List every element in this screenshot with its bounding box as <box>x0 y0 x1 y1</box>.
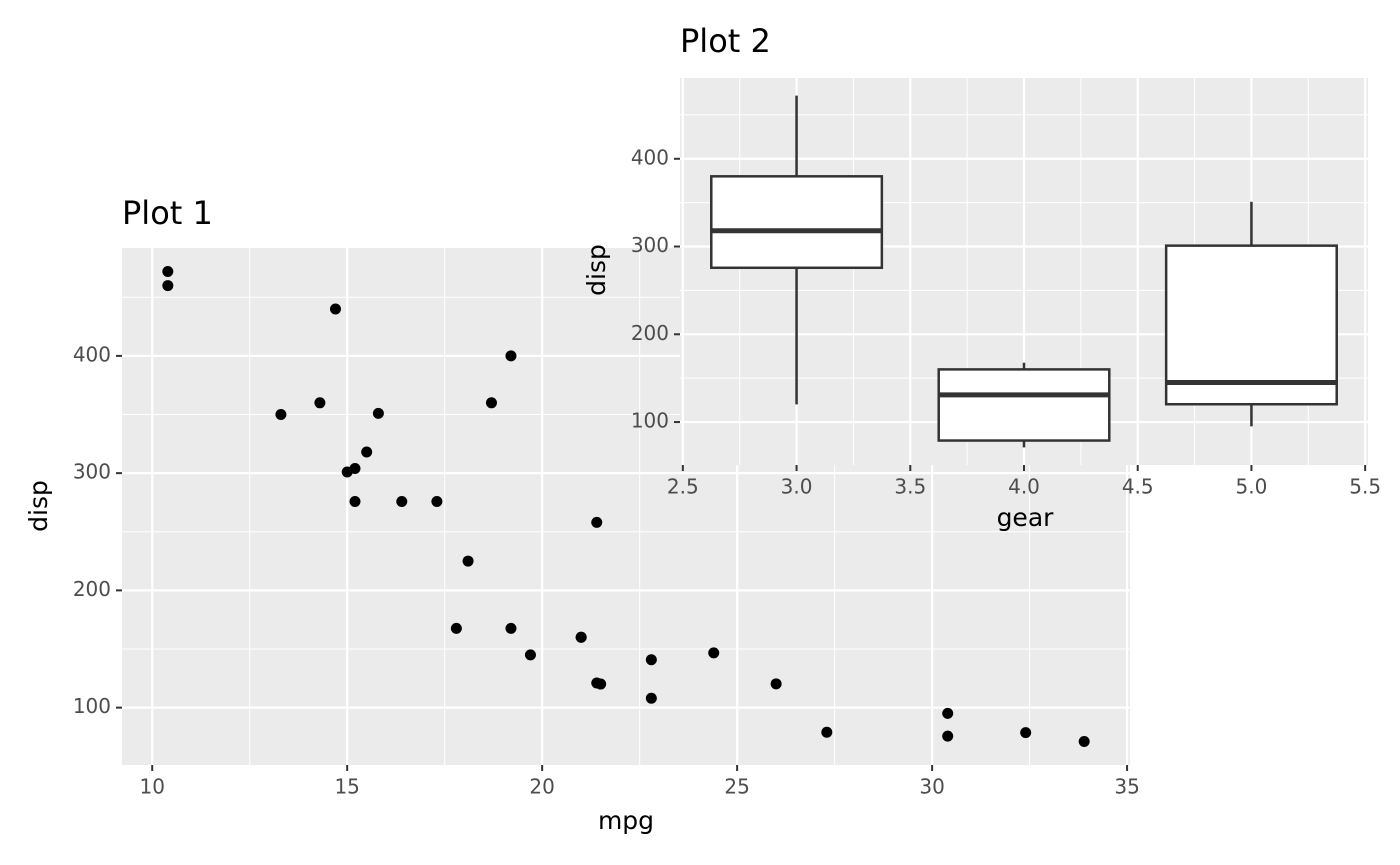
x-tick-label: 2.5 <box>667 475 699 499</box>
x-tick-label: 5.5 <box>1349 475 1381 499</box>
point <box>524 649 536 661</box>
x-tick-label: 15 <box>334 775 359 799</box>
point <box>770 678 782 690</box>
x-tick-label: 3.5 <box>894 475 926 499</box>
point <box>329 303 341 315</box>
x-tick-label: 25 <box>724 775 749 799</box>
point <box>505 350 517 362</box>
point <box>361 446 373 458</box>
y-tick-label: 200 <box>631 321 669 345</box>
y-tick-label: 400 <box>73 342 111 366</box>
box <box>710 175 884 270</box>
chart-title: Plot 2 <box>680 22 771 60</box>
y-tick-label: 100 <box>73 694 111 718</box>
y-axis-title: disp <box>582 244 611 296</box>
x-axis-title: mpg <box>598 806 654 835</box>
point <box>162 280 174 292</box>
point <box>505 622 517 634</box>
box <box>937 368 1111 442</box>
y-tick-label: 100 <box>631 409 669 433</box>
y-tick-label: 300 <box>631 233 669 257</box>
point <box>575 631 587 643</box>
point <box>349 496 361 508</box>
point <box>485 397 497 409</box>
x-axis-title: gear <box>997 503 1055 532</box>
point <box>1078 736 1090 747</box>
point <box>942 730 954 742</box>
y-tick-label: 400 <box>631 145 669 169</box>
x-tick-label: 30 <box>919 775 944 799</box>
x-tick-label: 4.0 <box>1008 475 1040 499</box>
point <box>591 677 603 689</box>
point <box>645 692 657 704</box>
point <box>450 622 462 634</box>
x-tick-label: 35 <box>1114 775 1139 799</box>
point <box>462 555 474 567</box>
x-tick-label: 4.5 <box>1122 475 1154 499</box>
point <box>275 409 287 421</box>
point <box>645 654 657 666</box>
box <box>1164 244 1338 406</box>
x-tick-label: 3.0 <box>781 475 813 499</box>
point <box>942 707 954 719</box>
point <box>431 496 443 508</box>
point <box>821 726 833 738</box>
x-tick-label: 5.0 <box>1236 475 1268 499</box>
y-tick-label: 300 <box>73 460 111 484</box>
y-axis-title: disp <box>24 480 53 532</box>
point <box>341 466 353 478</box>
point <box>396 496 408 508</box>
y-tick-label: 200 <box>73 577 111 601</box>
point <box>1020 727 1032 739</box>
chart-title: Plot 1 <box>122 194 213 232</box>
point <box>708 647 720 659</box>
point <box>162 266 174 277</box>
point <box>314 397 326 409</box>
x-tick-label: 10 <box>139 775 164 799</box>
point <box>372 407 384 419</box>
x-tick-label: 20 <box>529 775 554 799</box>
point <box>591 516 603 528</box>
